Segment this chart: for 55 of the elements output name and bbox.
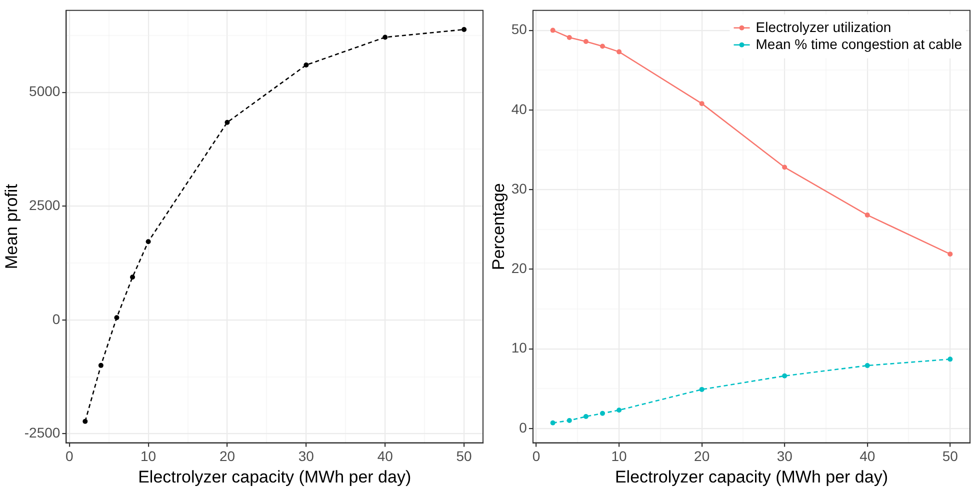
point [948, 356, 953, 362]
x-tick-label: 30 [776, 448, 793, 464]
point [98, 362, 104, 368]
point [224, 120, 230, 125]
point [566, 418, 572, 424]
point [600, 410, 605, 416]
point [114, 315, 120, 320]
point [304, 62, 309, 68]
point [699, 386, 704, 392]
x-tick-label: 50 [942, 448, 958, 464]
y-tick-label: 40 [511, 100, 528, 117]
x-tick-label: 0 [65, 448, 74, 464]
y-tick-label: -2500 [24, 424, 60, 441]
x-tick-label: 30 [298, 448, 314, 464]
y-tick-label: 10 [511, 340, 528, 356]
point [948, 252, 953, 257]
point [616, 408, 622, 413]
x-tick-label: 10 [140, 448, 156, 464]
x-tick-label: 40 [860, 448, 876, 464]
point [550, 420, 556, 426]
point [864, 212, 870, 218]
point [583, 414, 588, 420]
y-tick-label: 0 [52, 310, 60, 327]
legend-label: Electrolyzer utilization [756, 18, 892, 35]
point [699, 101, 704, 106]
y-tick-label: 0 [519, 419, 528, 436]
y-axis-title: Mean profit [2, 184, 21, 270]
y-tick-label: 5000 [29, 83, 60, 100]
x-tick-label: 40 [377, 448, 394, 464]
x-tick-label: 50 [456, 448, 472, 464]
y-axis-title: Percentage [488, 183, 508, 270]
point [864, 363, 870, 368]
point [782, 373, 788, 378]
point [550, 28, 556, 33]
y-tick-label: 20 [511, 260, 528, 276]
point [616, 49, 622, 54]
x-tick-label: 20 [219, 448, 236, 464]
point [566, 34, 572, 40]
point [462, 27, 467, 32]
x-tick-label: 10 [611, 448, 628, 464]
legend-label: Mean % time congestion at cable [756, 36, 962, 52]
point [583, 38, 588, 44]
x-tick-label: 20 [694, 448, 710, 464]
point [146, 239, 151, 244]
x-axis-title: Electrolyzer capacity (MWh per day) [614, 467, 888, 486]
x-axis-title: Electrolyzer capacity (MWh per day) [138, 467, 412, 486]
y-tick-label: 50 [511, 21, 528, 38]
point [82, 418, 88, 424]
point [600, 44, 605, 49]
point [382, 34, 388, 40]
y-tick-label: 2500 [29, 196, 60, 213]
point [782, 164, 788, 170]
x-tick-label: 0 [532, 448, 540, 464]
y-tick-label: 30 [511, 180, 528, 196]
point [130, 274, 136, 280]
